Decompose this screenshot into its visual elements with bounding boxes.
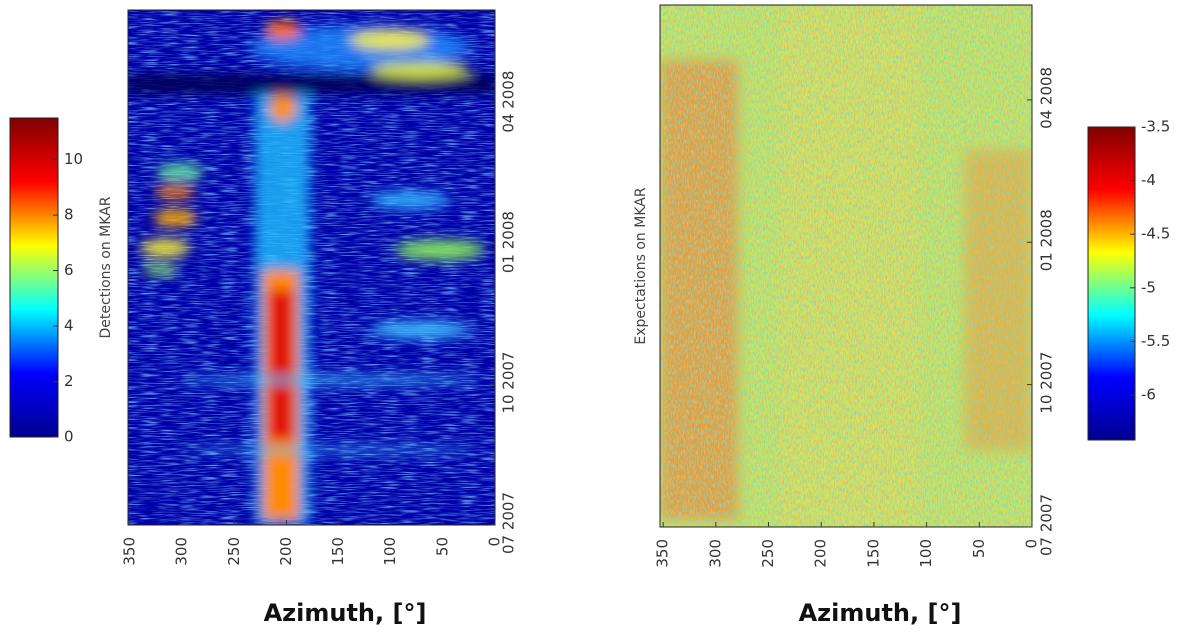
x-tick-label: 300 [706, 539, 724, 568]
colorbar-tick-label: -3.5 [1141, 118, 1170, 136]
y-tick-label: 01 2008 [500, 211, 518, 273]
plot-frame [127, 9, 496, 526]
colorbar-tick-label: -4.5 [1141, 225, 1170, 243]
x-tick-label: 150 [864, 539, 882, 568]
colorbar-tick-label: 2 [64, 372, 74, 390]
y-tick-label: 10 2007 [1038, 352, 1056, 414]
y-tick-label: 04 2008 [500, 71, 518, 133]
x-tick-label: 50 [970, 539, 988, 558]
colorbar-tick-label: 10 [64, 150, 83, 168]
x-axis-label: Azimuth, [°] [799, 599, 962, 627]
colorbar-tick-label: 4 [64, 317, 74, 335]
x-tick-label: 100 [381, 537, 399, 566]
y-tick-label: 04 2008 [1038, 67, 1056, 129]
colorbar-tick-label: -6 [1141, 385, 1156, 403]
x-tick-label: 200 [812, 539, 830, 568]
x-tick-label: 350 [654, 539, 672, 568]
x-tick-label: 0 [486, 537, 504, 547]
heatmap-image [660, 5, 1032, 527]
colorbar-tick-label: -5 [1141, 278, 1156, 296]
y-tick-label: 10 2007 [500, 352, 518, 414]
colorbar [9, 117, 59, 438]
colorbar-tick-label: 8 [64, 206, 74, 224]
y-tick-label: 01 2008 [1038, 209, 1056, 271]
y-tick-label: 07 2007 [500, 492, 518, 554]
y-axis-label: Detections on MKAR [98, 196, 114, 338]
x-tick-label: 0 [1023, 539, 1041, 549]
colorbar-tick-label: -4 [1141, 171, 1156, 189]
colorbar [1087, 126, 1136, 441]
plot-frame [659, 4, 1033, 528]
x-tick-label: 150 [329, 537, 347, 566]
y-axis-label: Expectations on MKAR [633, 187, 649, 344]
heatmap-image [128, 10, 495, 525]
x-tick-label: 100 [917, 539, 935, 568]
colorbar-tick-label: -5.5 [1141, 332, 1170, 350]
x-tick-label: 300 [173, 537, 191, 566]
x-axis-label: Azimuth, [°] [264, 599, 427, 627]
colorbar-tick-label: 6 [64, 261, 74, 279]
x-tick-label: 250 [225, 537, 243, 566]
x-tick-label: 350 [121, 537, 139, 566]
x-tick-label: 250 [759, 539, 777, 568]
x-tick-label: 50 [433, 537, 451, 556]
y-tick-label: 07 2007 [1038, 494, 1056, 556]
colorbar-tick-label: 0 [64, 428, 74, 446]
x-tick-label: 200 [277, 537, 295, 566]
